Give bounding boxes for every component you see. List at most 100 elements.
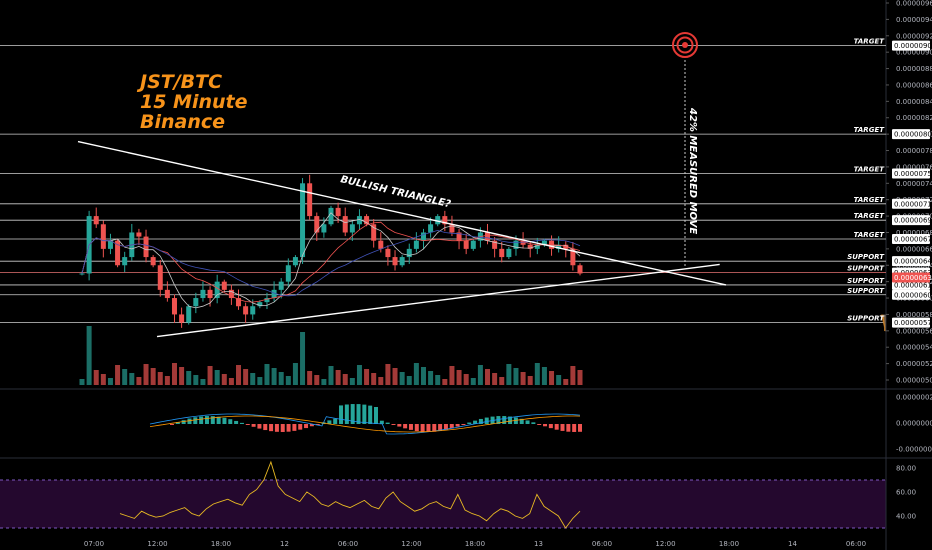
volume-bar: [378, 377, 384, 385]
macd-histogram-bar: [508, 416, 513, 424]
candle-body: [321, 224, 327, 233]
rsi-line: [119, 460, 581, 529]
candle-body: [300, 183, 306, 258]
macd-histogram-bar: [187, 418, 192, 424]
macd-histogram-bar: [333, 418, 338, 424]
volume-bar: [541, 367, 547, 385]
macd-histogram-bar: [199, 416, 204, 424]
macd-histogram-bar: [339, 405, 344, 424]
candle-body: [186, 306, 192, 323]
candle-body: [335, 207, 341, 217]
volume-bar: [271, 368, 277, 385]
macd-histogram-bar: [537, 424, 542, 425]
level-label: TARGET: [854, 212, 886, 220]
volume-profile: [880, 314, 886, 332]
candle-body: [470, 240, 476, 249]
time-axis-label: 14: [788, 540, 797, 548]
macd-histogram-bar: [263, 424, 268, 431]
level-value-box: [892, 256, 930, 267]
level-label: TARGET: [854, 38, 886, 46]
level-value-box: [892, 234, 930, 245]
macd-pane: [149, 404, 582, 435]
volume-bar: [86, 326, 92, 385]
macd-histogram-bar: [344, 404, 349, 424]
macd-histogram-bar: [572, 424, 577, 432]
volume-bar: [413, 363, 419, 385]
volume-bar: [406, 376, 412, 385]
macd-histogram-bar: [374, 407, 378, 424]
macd-histogram-bar: [362, 404, 367, 424]
time-axis-label: 06:00: [338, 540, 358, 548]
volume-bar: [207, 366, 213, 385]
volume-bar: [492, 373, 498, 385]
macd-histogram-bar: [210, 416, 215, 424]
rsi-axis-label: 40.00: [896, 513, 916, 521]
candle-body: [534, 244, 540, 249]
candle-body: [456, 232, 462, 241]
volume-bar: [164, 376, 170, 385]
volume-bar: [285, 376, 291, 385]
level-value-box: [892, 198, 930, 209]
candle-body: [193, 298, 199, 307]
time-axis-label: 12: [280, 540, 289, 548]
candle-body: [342, 216, 348, 233]
candle-body: [520, 240, 526, 245]
volume-bar: [328, 366, 334, 385]
volume-bar: [456, 370, 462, 385]
volume-bar: [100, 374, 106, 385]
candle-body: [264, 298, 270, 303]
candle-body: [499, 248, 505, 258]
macd-histogram-bar: [175, 422, 180, 424]
candle-body: [200, 289, 206, 299]
macd-histogram-bar: [578, 424, 582, 432]
volume-bar: [335, 370, 341, 385]
candle-body: [420, 232, 426, 241]
level-value: 0.00000616: [894, 281, 932, 289]
candle-body: [399, 257, 405, 266]
volume-bar: [342, 374, 348, 385]
level-value: 0.00000604: [894, 291, 932, 299]
time-axis-label: 18:00: [211, 540, 231, 548]
volume-bar: [107, 378, 113, 385]
macd-histogram-bar: [554, 424, 559, 430]
macd-histogram-bar: [397, 424, 402, 427]
volume-bar: [356, 365, 362, 385]
macd-histogram-bar: [170, 424, 174, 425]
candle-body: [307, 183, 313, 217]
macd-line: [149, 413, 581, 435]
volume-bar: [385, 364, 391, 385]
measured-move-label: 42% MEASURED MOVE: [687, 107, 698, 234]
volume-bar: [449, 366, 455, 385]
volume-bar: [307, 371, 313, 385]
macd-histogram-bar: [181, 420, 186, 424]
candle-body: [314, 216, 320, 233]
macd-histogram-bar: [309, 424, 314, 427]
level-label: TARGET: [854, 165, 886, 173]
level-value: 0.00000752: [894, 170, 932, 178]
candle-body: [271, 289, 277, 299]
volume-bar: [563, 379, 569, 385]
macd-histogram-bar: [496, 416, 501, 424]
level-label: TARGET: [854, 126, 886, 134]
volume-bar: [129, 373, 135, 385]
macd-histogram-bar: [286, 424, 291, 432]
volume-bar: [549, 371, 555, 385]
candle-body: [449, 224, 455, 233]
volume-bar: [399, 372, 405, 385]
volume-bar: [428, 371, 434, 385]
volume-bar: [499, 377, 505, 385]
volume-bar: [221, 374, 227, 385]
candle-body: [556, 244, 562, 249]
macd-histogram-bar: [478, 418, 483, 424]
candle-body: [406, 248, 412, 258]
volume-bar: [470, 378, 476, 385]
volume-bar: [243, 369, 249, 385]
volume-bar: [143, 364, 149, 385]
